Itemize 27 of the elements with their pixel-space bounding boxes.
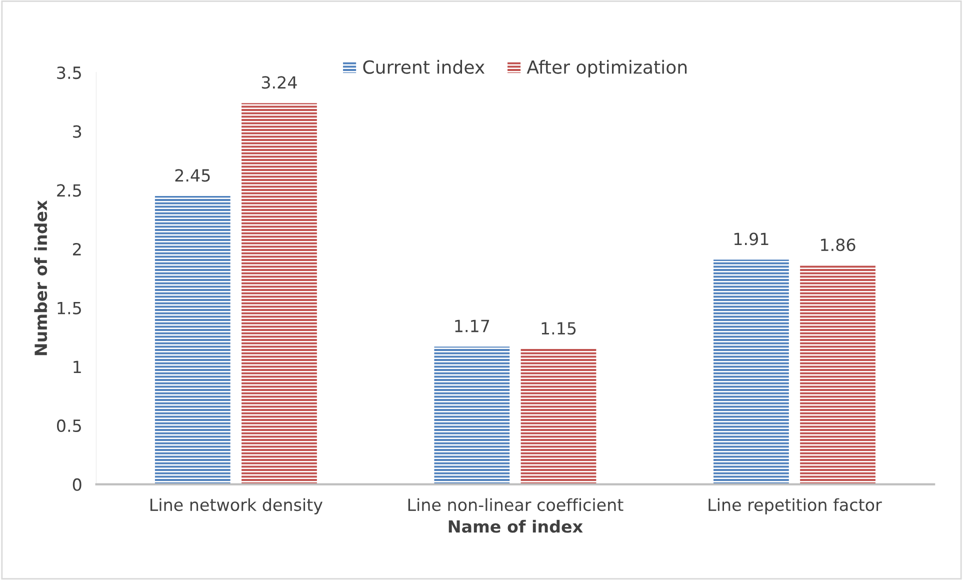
legend-label: After optimization — [526, 60, 687, 78]
data-label: 1.17 — [455, 320, 490, 332]
bar — [713, 260, 789, 484]
bar — [434, 346, 510, 484]
y-tick-label: 0.5 — [57, 419, 81, 432]
data-label: 1.15 — [542, 322, 576, 335]
data-label: 1.91 — [734, 232, 768, 246]
y-tick-label: 3.5 — [57, 66, 81, 80]
x-tick-label: Line non-linear coefficient — [408, 498, 624, 512]
y-tick-label: 0 — [72, 478, 82, 491]
bar — [800, 265, 876, 484]
y-axis-title: Number of index — [34, 200, 48, 356]
x-tick-label: Line network density — [150, 498, 322, 514]
y-tick-label: 2 — [73, 242, 81, 256]
y-tick-label: 1 — [74, 360, 81, 373]
data-label: 3.24 — [262, 76, 297, 89]
bar — [242, 103, 317, 484]
bar — [154, 196, 230, 484]
legend-label: Current index — [363, 60, 485, 74]
x-axis-title: Name of index — [448, 520, 583, 533]
data-label: 1.86 — [821, 238, 856, 252]
y-tick-label: 3 — [73, 125, 82, 138]
y-tick-label: 1.5 — [58, 302, 81, 314]
y-tick-label: 2.5 — [57, 184, 81, 197]
data-label: 2.45 — [175, 169, 210, 182]
x-tick-label: Line repetition factor — [708, 498, 882, 514]
bar — [520, 348, 596, 484]
